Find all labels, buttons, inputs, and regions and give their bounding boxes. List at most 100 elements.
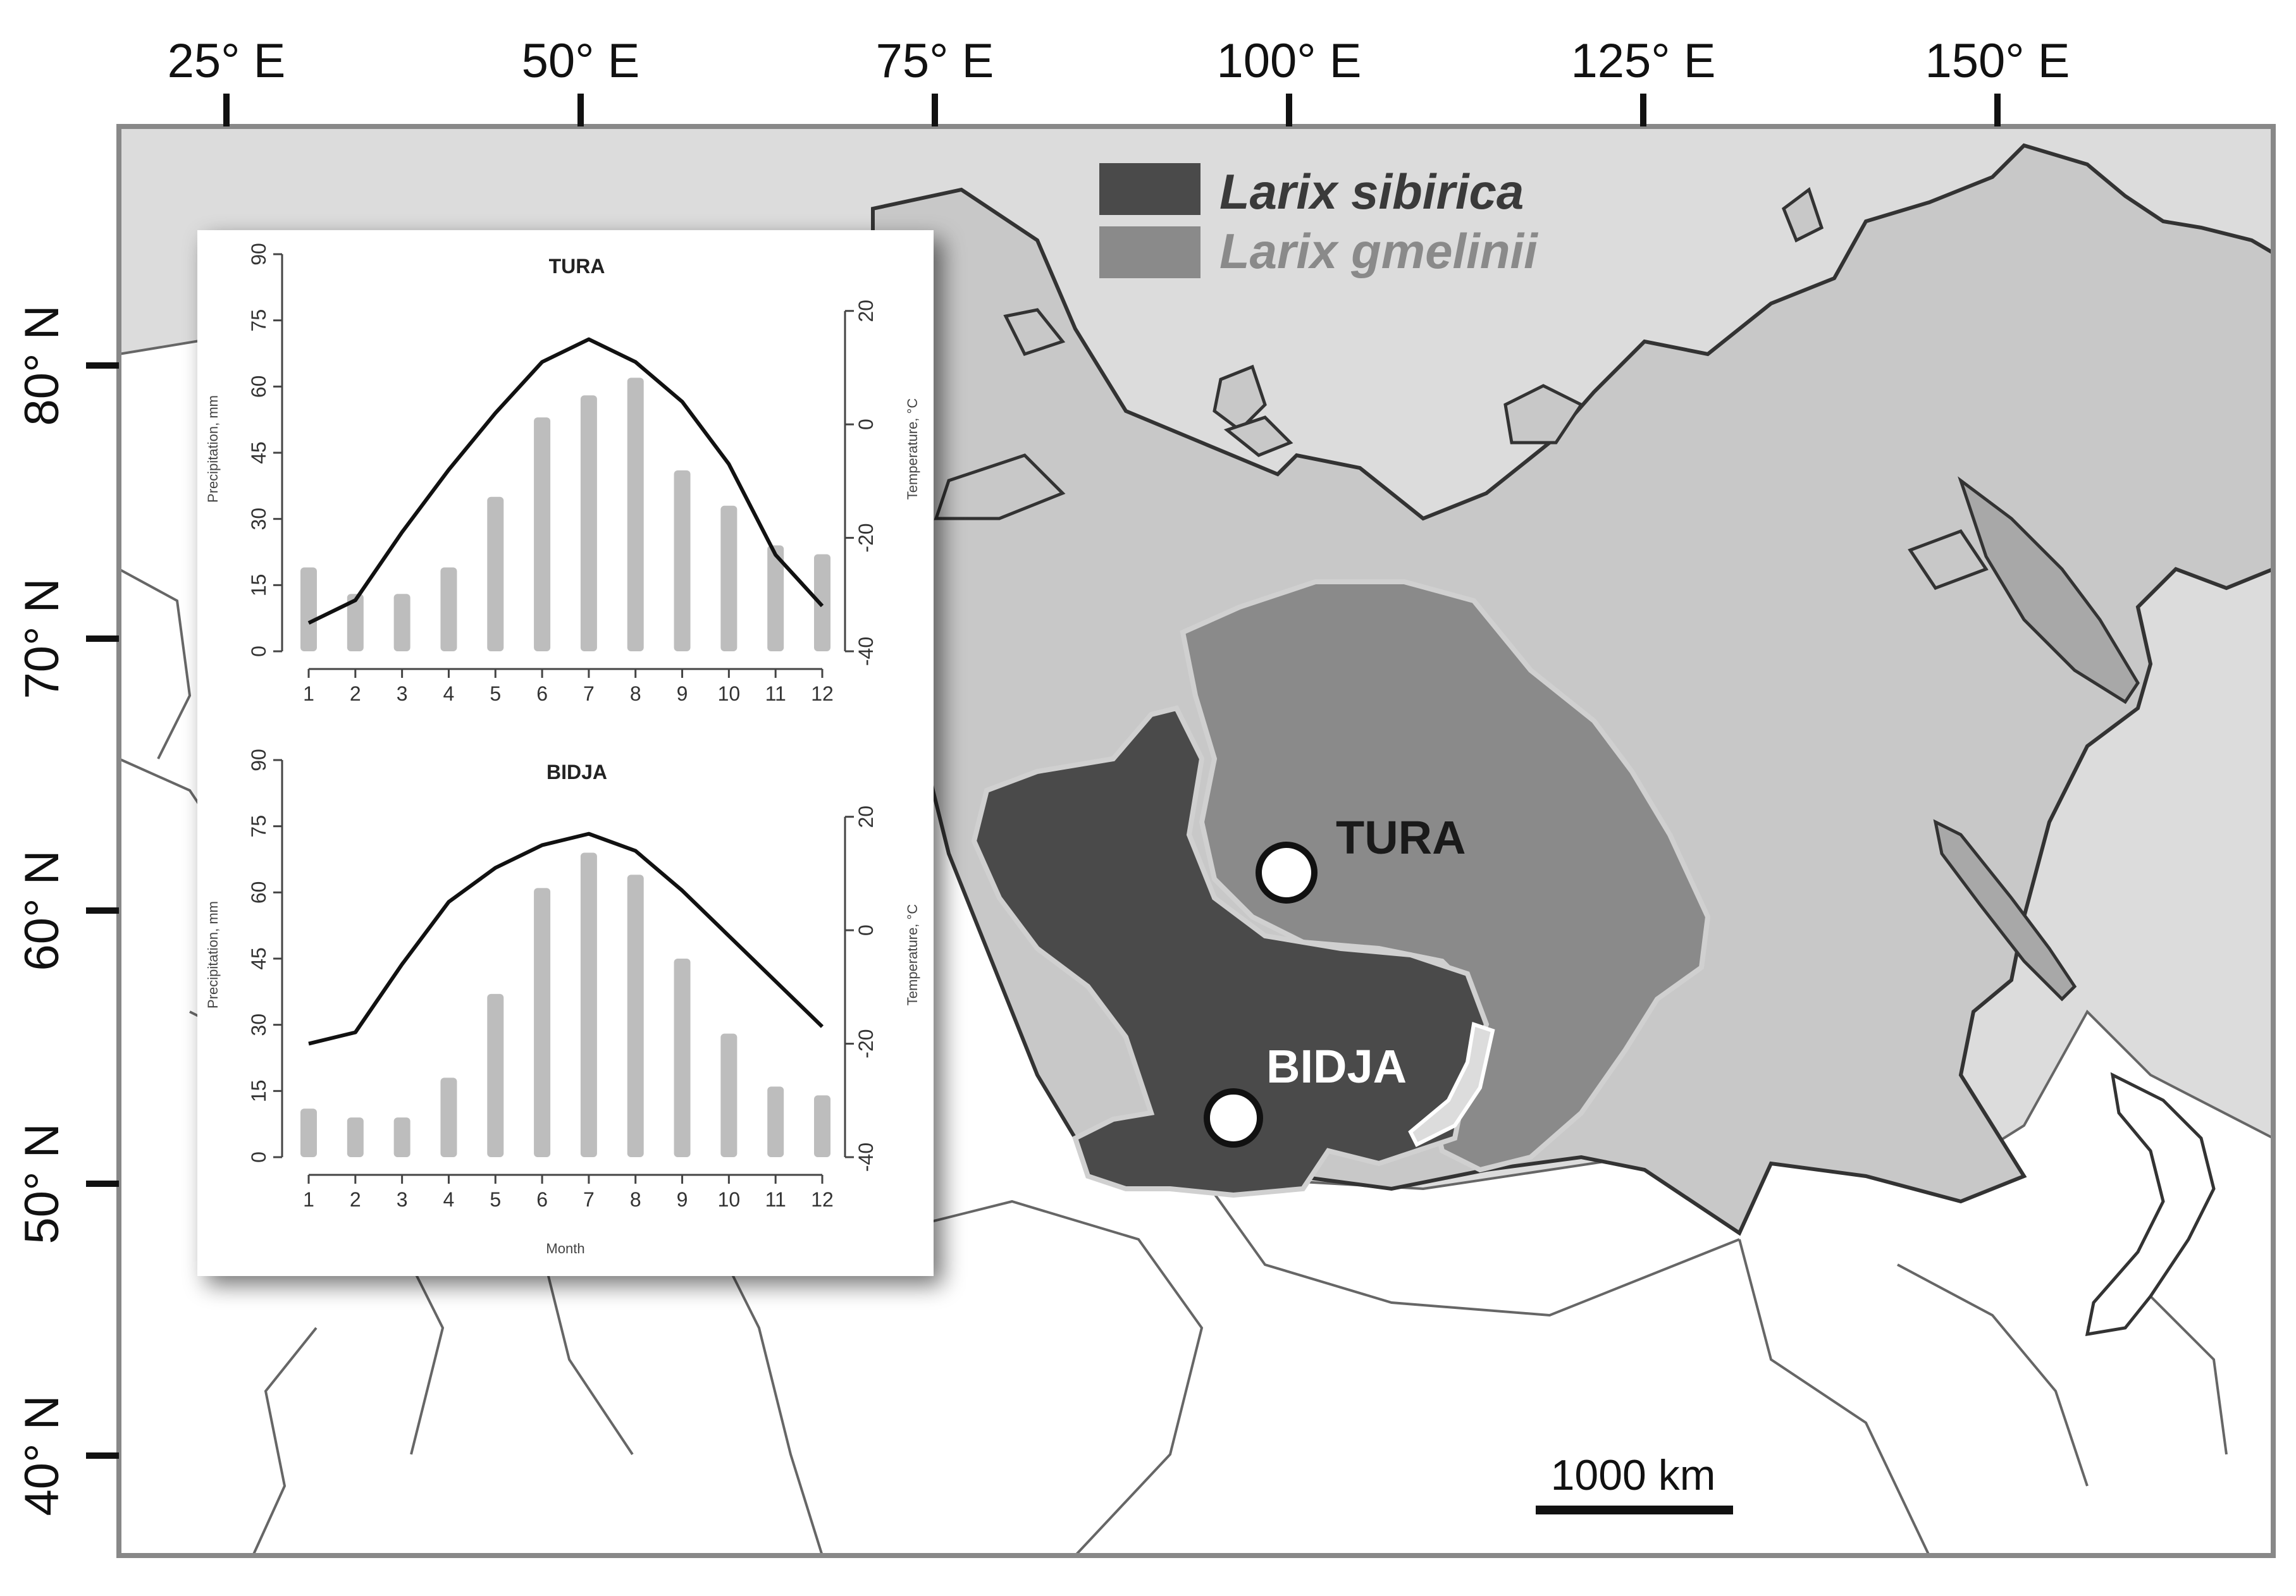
chart-x-tick-label-tura: 2 [350,682,361,705]
precipitation-bar-tura [720,505,738,651]
chart-ylabel-left-bidja: Precipitation, mm [205,901,221,1009]
site-marker-bidja [1204,1088,1263,1148]
larix-sibirica-range [971,705,1490,1198]
chart-x-tick-label-tura: 9 [677,682,688,705]
chart-ylabel-right-tura: Temperature, °C [904,398,920,500]
chart-x-tick-label-bidja: 6 [536,1188,548,1211]
legend-swatch-larix-gmelinii [1099,226,1200,278]
chart-x-tick-label-tura: 12 [811,682,834,705]
chart-x-tick-label-tura: 4 [443,682,455,705]
site-label-tura: TURA [1336,811,1466,864]
precipitation-bar-tura [674,470,691,651]
climate-charts: TURA Precipitation, mm Temperature, °C 0… [205,243,920,1256]
latitude-label-60n: 60° N [15,850,69,971]
precipitation-bar-tura [814,554,830,651]
chart-x-tick-label-tura: 8 [630,682,641,705]
chart-x-tick-label-tura: 11 [765,682,786,705]
site-markers: TURA BIDJA [1204,811,1466,1148]
latitude-label-50n: 50° N [15,1124,69,1244]
chart-x-tick-label-bidja: 9 [677,1188,688,1211]
latitude-label-70n: 70° N [15,579,69,699]
chart-right-tick-label-tura: 0 [855,419,877,430]
chart-left-tick-label-tura: 15 [247,574,270,597]
chart-left-tick-label-bidja: 45 [247,947,270,970]
precipitation-bar-tura [300,567,317,651]
sakhalin-island [1933,819,2077,1002]
precipitation-bar-bidja [300,1108,317,1157]
latitude-label-40n: 40° N [15,1396,69,1516]
climate-chart-bidja: BIDJA Precipitation, mm Temperature, °C … [205,749,920,1256]
chart-left-tick-label-bidja: 75 [247,815,270,838]
kamchatka-peninsula [1958,476,2140,704]
chart-x-tick-label-tura: 5 [490,682,501,705]
scale-bar: 1000 km [1536,1451,1733,1514]
chart-left-tick-label-tura: 75 [247,309,270,332]
longitude-axis: 25° E 50° E 75° E 100° E 125° E 150° E [168,34,2070,126]
chart-right-tick-label-bidja: 20 [855,806,877,828]
precipitation-bar-bidja [440,1077,457,1157]
chart-left-tick-label-tura: 30 [247,508,270,531]
precipitation-bar-tura [393,594,410,651]
chart-left-tick-label-bidja: 30 [247,1014,270,1036]
precipitation-bar-bidja [720,1033,738,1157]
precipitation-bar-bidja [674,959,691,1157]
chart-x-tick-label-bidja: 12 [811,1188,834,1211]
chart-right-tick-label-bidja: -20 [855,1029,877,1058]
precipitation-bar-bidja [627,875,644,1157]
chart-ylabel-left-tura: Precipitation, mm [205,395,221,503]
japan-islands [2085,1072,2216,1337]
precipitation-bar-bidja [347,1117,364,1157]
longitude-label-150e: 150° E [1925,34,2070,88]
climate-inset [197,230,934,1276]
chart-xlabel-bidja: Month [546,1241,584,1256]
precipitation-bar-tura [347,594,364,651]
chart-x-tick-label-bidja: 11 [765,1188,786,1211]
precipitation-bar-bidja [767,1086,784,1157]
chart-x-tick-label-bidja: 2 [350,1188,361,1211]
chart-left-tick-label-tura: 60 [247,376,270,398]
chart-x-tick-label-bidja: 3 [397,1188,408,1211]
chart-left-tick-label-bidja: 90 [247,749,270,771]
chart-x-tick-label-bidja: 5 [490,1188,501,1211]
longitude-label-75e: 75° E [876,34,994,88]
chart-left-tick-label-tura: 45 [247,441,270,464]
precipitation-bar-bidja [534,888,551,1157]
legend-label-larix-sibirica: Larix sibirica [1219,164,1524,219]
precipitation-bar-tura [440,567,457,651]
chart-right-tick-label-bidja: -40 [855,1143,877,1172]
chart-left-tick-label-bidja: 0 [247,1151,270,1163]
temperature-line-tura [307,337,824,625]
precipitation-bar-tura [580,395,597,651]
map-legend: Larix sibirica Larix gmelinii [1099,163,1538,279]
chart-title-tura: TURA [549,255,605,278]
map-frame-border [116,124,2276,1558]
precipitation-bar-bidja [814,1095,830,1157]
chart-x-tick-label-tura: 6 [536,682,548,705]
larix-gmelinii-range [1180,579,1711,1173]
latitude-axis: 80° N 70° N 60° N 50° N 40° N [15,305,119,1516]
longitude-label-25e: 25° E [168,34,286,88]
lake-baikal [1408,1022,1495,1148]
climate-inset-background [197,230,934,1276]
chart-ylabel-right-bidja: Temperature, °C [904,904,920,1006]
chart-title-bidja: BIDJA [546,761,607,783]
chart-left-tick-label-bidja: 60 [247,881,270,904]
precipitation-bar-tura [487,496,504,651]
chart-x-tick-label-bidja: 4 [443,1188,455,1211]
chart-x-tick-label-bidja: 7 [583,1188,595,1211]
chart-x-tick-label-tura: 1 [303,682,314,705]
precipitation-bar-tura [627,378,644,651]
temperature-line-bidja [308,832,824,1046]
chart-right-tick-label-tura: 20 [855,300,877,322]
chart-left-tick-label-tura: 90 [247,243,270,266]
longitude-label-125e: 125° E [1571,34,1715,88]
chart-right-tick-label-tura: -40 [855,637,877,666]
climate-chart-tura: TURA Precipitation, mm Temperature, °C 0… [205,243,920,705]
chart-right-tick-label-bidja: 0 [855,924,877,936]
chart-x-tick-label-bidja: 10 [718,1188,741,1211]
precipitation-bar-bidja [393,1117,410,1157]
site-label-bidja: BIDJA [1266,1040,1407,1093]
chart-right-tick-label-tura: -20 [855,523,877,552]
chart-x-tick-label-bidja: 8 [630,1188,641,1211]
